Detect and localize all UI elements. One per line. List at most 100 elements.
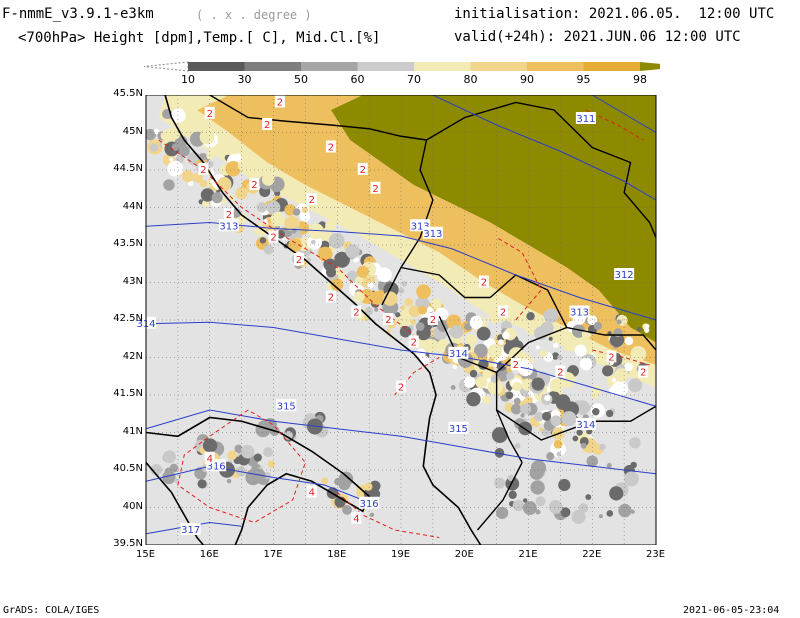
temperature-contour-label: 2 <box>200 165 206 176</box>
cloud-speckle <box>624 362 633 372</box>
temperature-contour-label: 2 <box>640 368 646 379</box>
latitude-label: 40.5N <box>113 463 143 474</box>
cloud-speckle <box>284 215 300 232</box>
cloud-speckle <box>149 143 159 152</box>
height-label-bg <box>359 496 380 509</box>
cloud-speckle <box>506 371 515 380</box>
footer-timestamp: 2021-06-05-23:04 <box>683 605 780 616</box>
cloud-speckle <box>331 488 336 493</box>
cloud-speckle <box>624 471 639 487</box>
cloud-speckle <box>410 319 417 326</box>
cloud-speckle <box>592 407 600 416</box>
cloud-speckle <box>498 339 504 346</box>
height-contour-label: 313 <box>219 221 238 232</box>
cloud-speckle <box>494 477 506 489</box>
cloud-speckle <box>611 378 616 383</box>
temp-label-bg <box>408 335 419 348</box>
cloud-speckle <box>614 368 629 383</box>
cloud-speckle <box>574 344 587 357</box>
cloud-speckle <box>587 315 598 326</box>
temp-label-bg <box>478 275 489 288</box>
cloud-speckle <box>478 359 489 370</box>
cloud-speckle <box>256 202 268 213</box>
cloud-speckle <box>546 452 555 461</box>
cloud-speckle <box>225 161 241 177</box>
temperature-contour-label: 2 <box>372 184 378 195</box>
cloud-speckle <box>452 364 458 370</box>
cloud-speckle <box>330 278 344 291</box>
cloud-speckle <box>585 494 592 500</box>
height-contour <box>145 221 657 321</box>
cloud-speckle <box>494 448 505 458</box>
height-label-bg <box>448 421 469 434</box>
legend-tick-label: 98 <box>633 73 647 86</box>
height-label-bg <box>569 305 590 318</box>
cloud-speckle <box>369 488 381 500</box>
height-contour-label: 314 <box>576 420 595 431</box>
cloud-speckle <box>267 460 276 468</box>
cloud-speckle <box>226 478 232 484</box>
cloud-speckle <box>404 297 413 307</box>
coastline-italy-west <box>145 461 204 545</box>
cloud-speckle <box>251 468 266 484</box>
temp-label-bg <box>396 380 406 393</box>
cloud-speckle <box>487 344 503 359</box>
initialisation-line: initialisation: 2021.06.05. 12:00 UTC <box>454 6 774 22</box>
cloud-speckle <box>178 145 190 157</box>
cloud-speckle <box>418 305 428 315</box>
latitude-label: 41.5N <box>113 388 143 399</box>
cloud-speckle <box>624 336 634 346</box>
cloud-speckle <box>181 170 194 183</box>
cloud-speckle <box>199 179 208 188</box>
temp-label-bg <box>606 350 617 363</box>
temperature-contour <box>158 139 415 336</box>
temp-label-bg <box>274 95 285 108</box>
legend-tick-label: 50 <box>294 73 308 86</box>
cloud-speckle <box>531 377 545 391</box>
cloud-speckle <box>163 450 177 464</box>
cloud-speckle <box>612 380 629 397</box>
temp-label-bg <box>306 485 317 498</box>
cloud-speckle <box>613 328 623 338</box>
legend-swatch <box>583 62 640 71</box>
latitude-label: 42N <box>122 350 143 362</box>
temperature-contour-label: 2 <box>328 293 334 304</box>
latitude-label: 41N <box>122 425 143 437</box>
cloud-speckle <box>510 403 522 415</box>
longitude-label: 18E <box>327 549 347 560</box>
cloud-speckle <box>326 267 337 278</box>
temperature-contour-label: 2 <box>398 383 404 394</box>
cloud-speckle <box>530 480 545 495</box>
cloud-speckle <box>342 504 352 515</box>
legend-swatch <box>470 62 527 71</box>
cloud-speckle <box>512 499 525 512</box>
cloud-speckle <box>576 429 583 436</box>
cloud-speckle <box>522 498 528 503</box>
country-border <box>476 462 523 531</box>
cloud-speckle <box>235 187 248 200</box>
graticule <box>145 95 657 545</box>
cloud-speckle <box>586 428 593 435</box>
cloud-speckle <box>374 307 379 312</box>
longitude-label: 15E <box>136 549 156 560</box>
cloud-speckle <box>321 477 329 485</box>
temp-label-bg <box>325 140 336 153</box>
temperature-contour-label: 2 <box>226 210 232 221</box>
cloud-speckle <box>136 110 137 117</box>
cloud-speckle <box>543 308 559 324</box>
cloud-speckle <box>544 394 551 402</box>
cloud-speckle <box>284 431 293 440</box>
height-contour-label: 317 <box>181 525 200 536</box>
cloud-speckle <box>398 287 405 294</box>
cloud-speckle <box>416 284 431 300</box>
temperature-contour-label: 2 <box>277 98 283 109</box>
temperature-contour-label: 2 <box>430 315 436 326</box>
temp-label-bg <box>223 208 234 220</box>
cloud-speckle <box>136 138 140 144</box>
cloud-speckle <box>562 338 575 352</box>
cloud-speckle <box>534 411 544 422</box>
temp-label-bg <box>498 305 508 318</box>
height-contour-label: 316 <box>207 461 226 472</box>
height-label-bg <box>276 399 297 412</box>
cloud-speckle <box>476 326 491 341</box>
